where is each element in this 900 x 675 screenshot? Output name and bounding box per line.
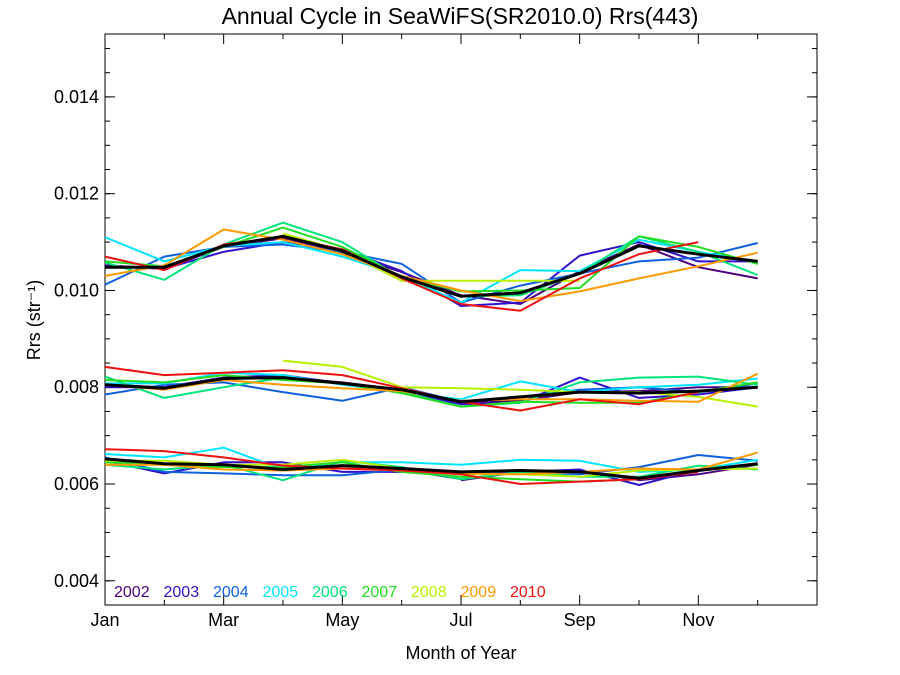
plot-frame: [104, 33, 818, 606]
series-line-2008-group-1: [282, 232, 580, 282]
legend-entry-2009: 2009: [461, 584, 497, 601]
y-tick-label: 0.014: [54, 87, 99, 107]
y-tick-label: 0.008: [54, 377, 99, 397]
series-line-2005-group-3: [104, 446, 758, 473]
legend-entry-2010: 2010: [510, 584, 546, 601]
y-tick-label: 0.010: [54, 280, 99, 300]
legend-entry-2002: 2002: [114, 584, 150, 601]
series-line-mean-group-2: [104, 376, 758, 404]
y-axis-label: Rrs (str⁻¹): [24, 280, 44, 360]
y-tick-label: 0.004: [54, 571, 99, 591]
series-line-2009-group-1: [104, 228, 758, 303]
legend: 2002 2003 2004 2005 2006 2007 2008 2009 2010: [114, 584, 546, 601]
x-tick-label: Sep: [564, 610, 596, 630]
y-axis: 0.004 0.006 0.008 0.010 0.012 0.014: [54, 48, 817, 606]
x-tick-label: May: [325, 610, 359, 630]
y-tick-label: 0.012: [54, 184, 99, 204]
chart-title: Annual Cycle in SeaWiFS(SR2010.0) Rrs(44…: [222, 3, 699, 29]
x-tick-label: Nov: [682, 610, 714, 630]
series-line-2005-group-1: [104, 236, 758, 304]
legend-entry-2003: 2003: [164, 584, 200, 601]
legend-entry-2006: 2006: [312, 584, 348, 601]
legend-entry-2007: 2007: [362, 584, 398, 601]
x-axis-label: Month of Year: [405, 643, 516, 663]
legend-entry-2008: 2008: [411, 584, 447, 601]
x-tick-label: Mar: [208, 610, 239, 630]
legend-entry-2004: 2004: [213, 584, 249, 601]
legend-entry-2005: 2005: [263, 584, 299, 601]
y-tick-label: 0.006: [54, 474, 99, 494]
series-line-mean-group-3: [104, 457, 758, 480]
x-axis: Jan Mar May Jul Sep Nov: [90, 34, 818, 630]
series-line-mean-group-1: [105, 234, 758, 298]
x-tick-label: Jul: [449, 610, 472, 630]
series-layer: [104, 221, 759, 486]
x-tick-label: Jan: [90, 610, 119, 630]
series-line-2010-group-3: [104, 448, 699, 485]
